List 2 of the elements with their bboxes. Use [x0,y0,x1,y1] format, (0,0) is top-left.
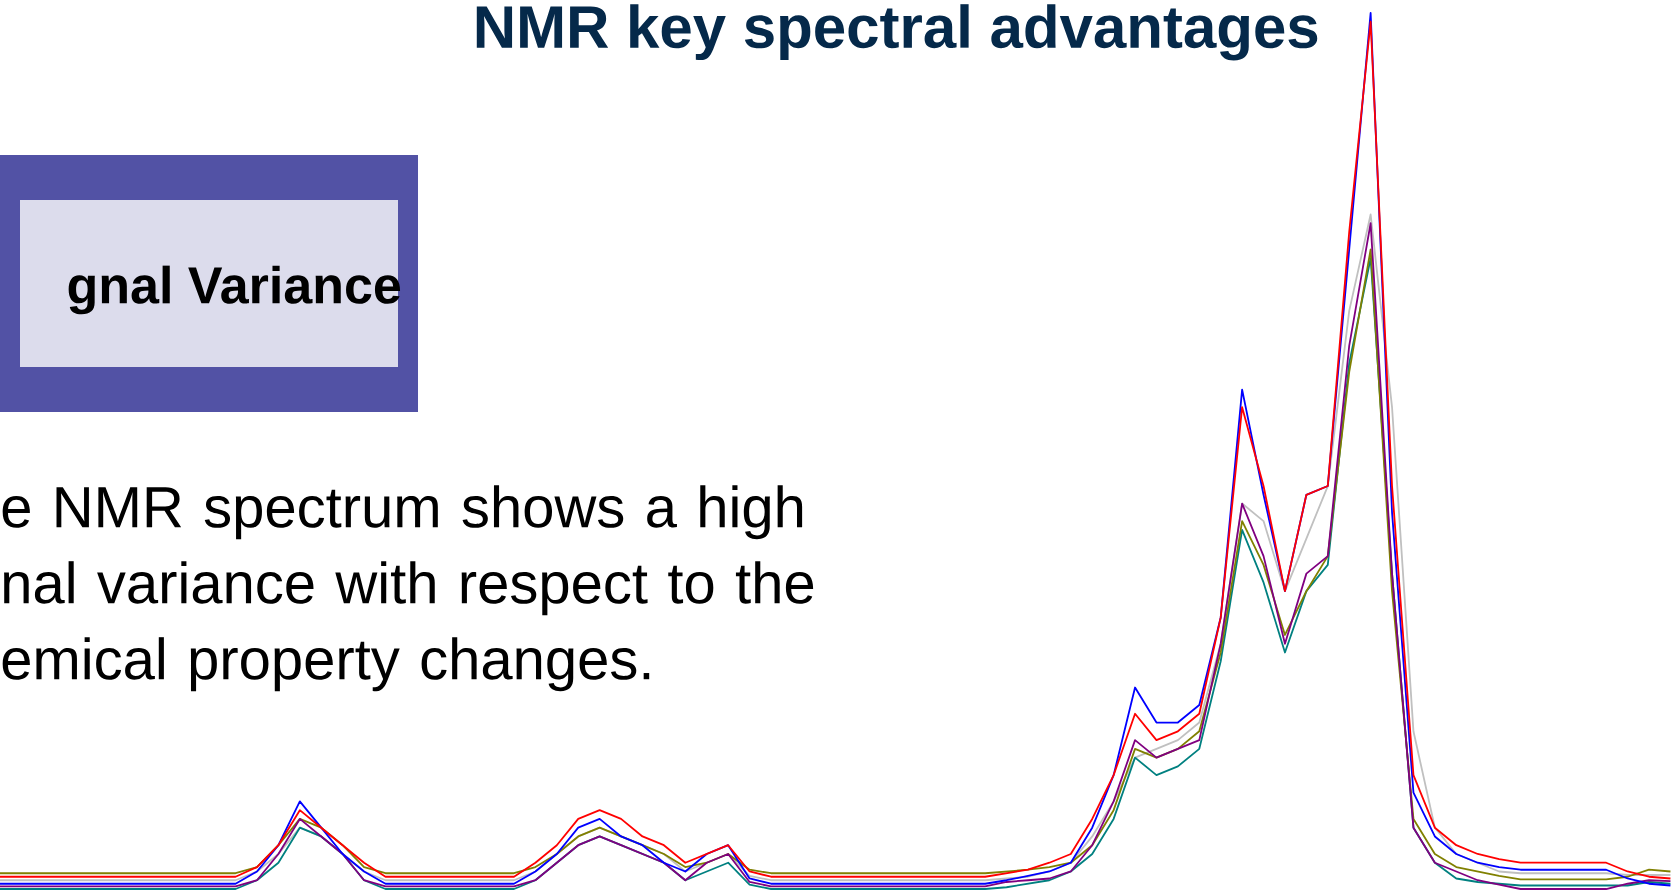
annotation: e NMR spectrum shows a high nal variance with respect to the emical property changes. [2,485,814,692]
chart-title: NMR key spectral advantages [476,4,1318,61]
